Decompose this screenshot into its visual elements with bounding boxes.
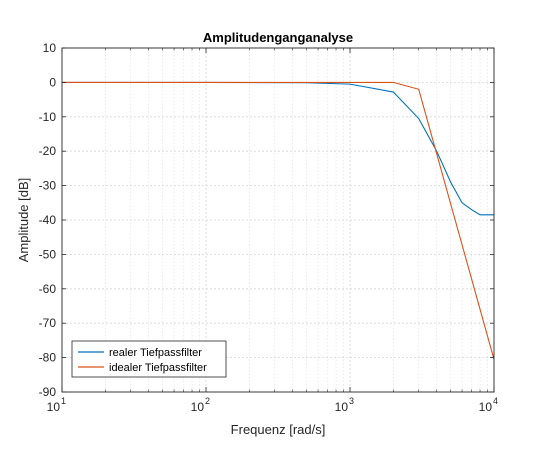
x-tick-label-exponent: 2 bbox=[205, 396, 210, 406]
x-tick-label-base: 10 bbox=[335, 400, 349, 414]
y-tick-label: -70 bbox=[39, 316, 57, 330]
x-tick-label-exponent: 3 bbox=[349, 396, 354, 406]
y-tick-label: -40 bbox=[39, 213, 57, 227]
x-axis-label: Frequenz [rad/s] bbox=[231, 422, 326, 437]
y-tick-label: -90 bbox=[39, 385, 57, 399]
y-tick-label: -10 bbox=[39, 110, 57, 124]
x-tick-label-base: 10 bbox=[47, 400, 61, 414]
x-tick-label-base: 10 bbox=[479, 400, 493, 414]
chart-title: Amplitudenganganalyse bbox=[203, 30, 353, 45]
x-tick-label: 10 1 bbox=[47, 396, 66, 414]
y-tick-label: -60 bbox=[39, 282, 57, 296]
y-tick-label: -20 bbox=[39, 144, 57, 158]
x-tick-label: 10 2 bbox=[191, 396, 210, 414]
x-tick-label-exponent: 4 bbox=[493, 396, 498, 406]
legend: realer Tiefpassfilter idealer Tiefpassfil… bbox=[71, 340, 227, 378]
legend-label-2: idealer Tiefpassfilter bbox=[109, 362, 207, 374]
x-tick-label: 10 3 bbox=[335, 396, 354, 414]
x-tick-label-base: 10 bbox=[191, 400, 205, 414]
y-tick-label: -80 bbox=[39, 351, 57, 365]
series-line-2 bbox=[62, 81, 494, 360]
legend-box bbox=[71, 340, 227, 378]
y-axis-label: Amplitude [dB] bbox=[16, 178, 31, 263]
x-tick-label-exponent: 1 bbox=[61, 396, 66, 406]
legend-label-1: realer Tiefpassfilter bbox=[109, 347, 202, 359]
x-tick-label: 10 4 bbox=[479, 396, 498, 414]
y-tick-label: 0 bbox=[49, 75, 56, 89]
y-tick-label: -30 bbox=[39, 179, 57, 193]
y-tick-label: 10 bbox=[43, 41, 57, 55]
y-tick-label: -50 bbox=[39, 247, 57, 261]
